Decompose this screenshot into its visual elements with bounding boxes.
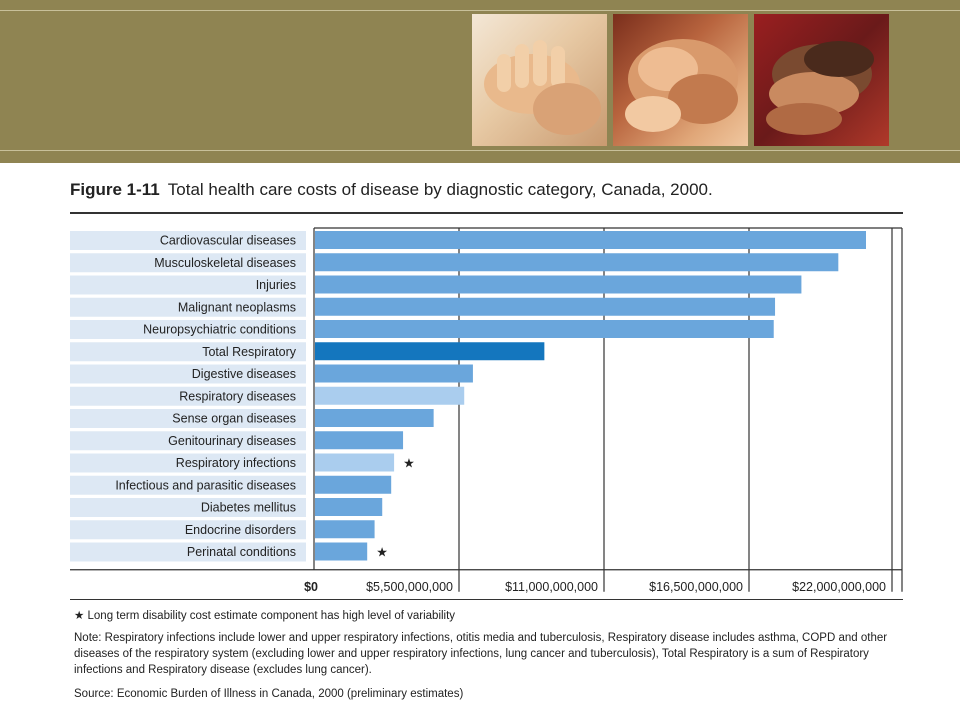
bar-cardiovascular-diseases	[315, 231, 866, 249]
category-label-sense-organ-diseases: Sense organ diseases	[172, 412, 296, 426]
bar-perinatal-conditions	[315, 542, 368, 561]
bar-infectious-and-parasitic-diseases	[315, 475, 392, 494]
hands-photo-2	[613, 14, 748, 146]
tick-label-layer: $0 $5,500,000,000 $11,000,000,000 $16,500,0…	[304, 580, 886, 594]
bar-diabetes-mellitus	[315, 498, 383, 516]
category-label-diabetes-mellitus: Diabetes mellitus	[201, 501, 296, 515]
x-tick-label-0: $0	[304, 580, 318, 594]
variability-marker: ★	[376, 546, 388, 561]
category-label-digestive-diseases: Digestive diseases	[192, 367, 296, 381]
category-label-musculoskeletal-diseases: Musculoskeletal diseases	[154, 256, 296, 270]
category-label-genitourinary-diseases: Genitourinary diseases	[168, 434, 296, 448]
header-banner	[0, 0, 960, 163]
category-label-neuropsychiatric-conditions: Neuropsychiatric conditions	[143, 323, 296, 337]
label-band-infectious-and-parasitic-diseases	[70, 475, 306, 495]
figure-number: Figure 1-11	[70, 180, 160, 199]
label-band-total-respiratory	[70, 342, 306, 362]
bar-endocrine-disorders	[315, 520, 375, 539]
bar-chart: Cardiovascular diseases Musculoskeletal d…	[70, 227, 903, 594]
label-band-diabetes-mellitus	[70, 498, 306, 517]
bar-sense-organ-diseases	[315, 409, 434, 427]
category-label-injuries: Injuries	[256, 278, 296, 292]
bar-injuries	[315, 275, 802, 294]
bar-digestive-diseases	[315, 364, 473, 383]
label-band-respiratory-infections	[70, 453, 306, 473]
label-band-genitourinary-diseases	[70, 431, 306, 451]
bar-genitourinary-diseases	[315, 431, 404, 450]
label-band-sense-organ-diseases	[70, 409, 306, 428]
category-label-respiratory-infections: Respiratory infections	[176, 456, 296, 470]
banner-top-rule	[0, 10, 960, 11]
hands-photo-1	[472, 14, 607, 146]
category-label-total-respiratory: Total Respiratory	[202, 345, 297, 359]
category-label-infectious-and-parasitic-diseases: Infectious and parasitic diseases	[115, 478, 296, 492]
bar-total-respiratory	[315, 342, 545, 361]
variability-marker: ★	[403, 457, 415, 472]
category-label-malignant-neoplasms: Malignant neoplasms	[178, 300, 296, 314]
banner-bottom-rule	[0, 150, 960, 151]
figure-title: Figure 1-11 Total health care costs of di…	[70, 180, 910, 200]
category-label-layer: Cardiovascular diseases Musculoskeletal d…	[115, 234, 414, 561]
label-band-malignant-neoplasms	[70, 297, 306, 317]
label-band-neuropsychiatric-conditions	[70, 320, 306, 339]
category-label-endocrine-disorders: Endocrine disorders	[185, 523, 296, 537]
footer-rule	[70, 599, 903, 600]
label-band-cardiovascular-diseases	[70, 231, 306, 250]
grid-layer	[70, 227, 903, 592]
hands-photo-3	[754, 14, 889, 146]
label-band-perinatal-conditions	[70, 542, 306, 562]
category-label-respiratory-diseases: Respiratory diseases	[179, 389, 296, 403]
label-band-layer	[70, 231, 306, 562]
category-label-perinatal-conditions: Perinatal conditions	[187, 545, 296, 559]
x-tick-label-3: $16,500,000,000	[649, 580, 743, 594]
x-tick-label-4: $22,000,000,000	[792, 580, 886, 594]
category-label-cardiovascular-diseases: Cardiovascular diseases	[160, 234, 296, 248]
bar-malignant-neoplasms	[315, 297, 776, 316]
asterisk-footnote: ★ Long term disability cost estimate com…	[74, 610, 456, 622]
label-band-injuries	[70, 275, 306, 295]
source-footnote: Source: Economic Burden of Illness in Ca…	[74, 688, 464, 700]
x-tick-label-2: $11,000,000,000	[505, 580, 598, 594]
label-band-respiratory-diseases	[70, 386, 306, 406]
note-footnote: Note: Respiratory infections include low…	[74, 632, 888, 676]
title-rule	[70, 212, 903, 214]
figure-title-text: Total health care costs of disease by di…	[167, 180, 713, 199]
bar-neuropsychiatric-conditions	[315, 320, 774, 338]
bar-respiratory-infections	[315, 453, 395, 472]
label-band-endocrine-disorders	[70, 520, 306, 540]
label-band-digestive-diseases	[70, 364, 306, 384]
label-band-musculoskeletal-diseases	[70, 253, 306, 273]
bar-layer	[315, 231, 866, 561]
x-tick-label-1: $5,500,000,000	[366, 580, 453, 594]
bar-respiratory-diseases	[315, 386, 465, 405]
bar-musculoskeletal-diseases	[315, 253, 839, 272]
